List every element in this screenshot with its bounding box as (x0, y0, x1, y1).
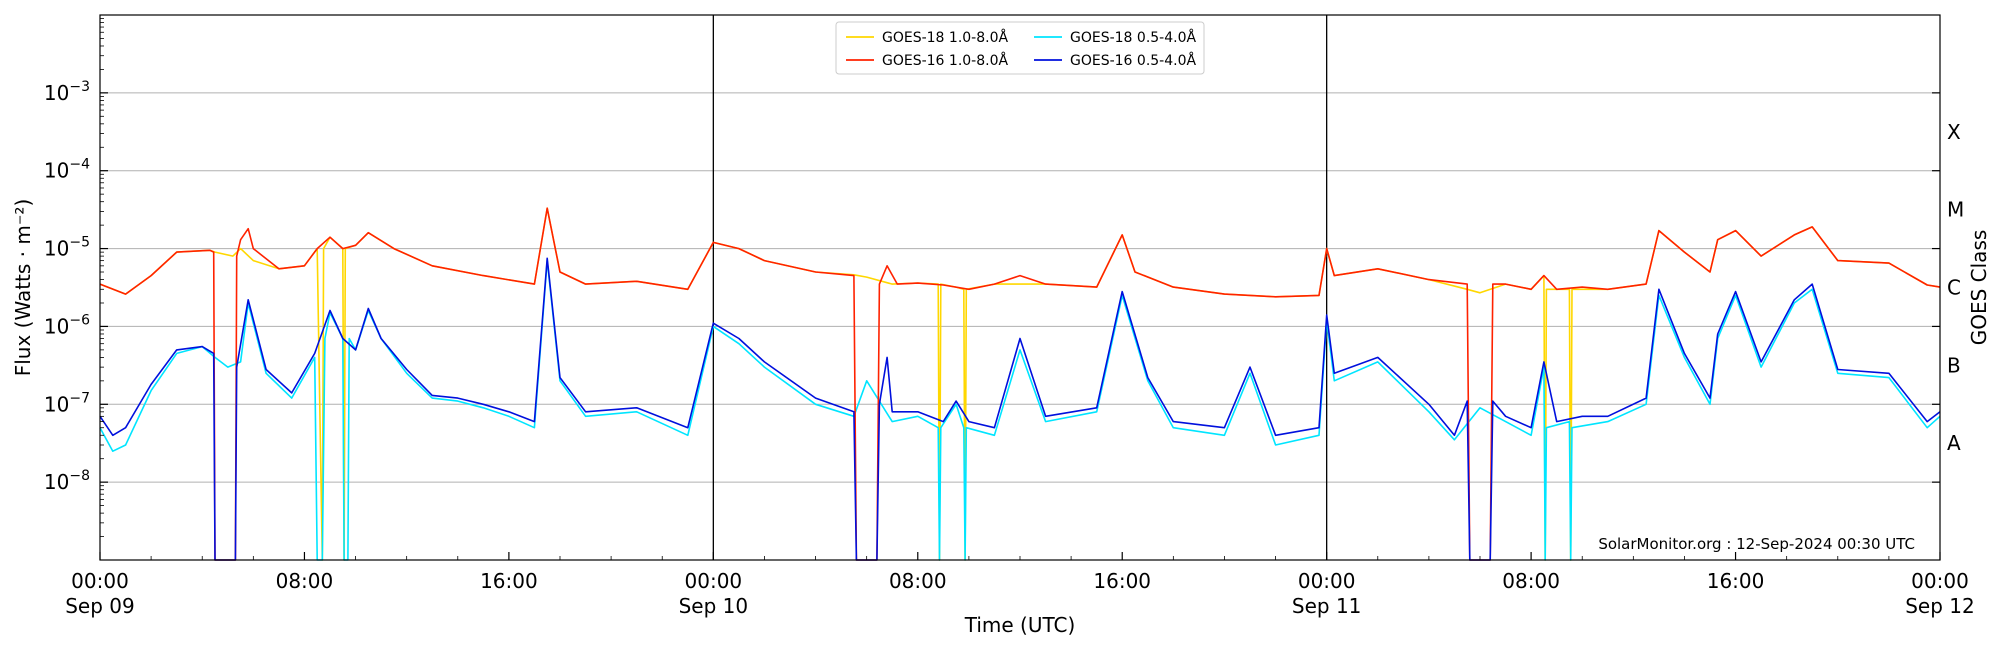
legend-box (835, 21, 1205, 75)
goes-class-label: B (1947, 353, 1961, 377)
legend-label: GOES-16 0.5-4.0Å (1070, 52, 1196, 69)
legend-label: GOES-18 1.0-8.0Å (882, 29, 1008, 46)
y-tick-label: 10−8 (44, 468, 90, 494)
x-tick-date-label: Sep 12 (1905, 594, 1975, 618)
goes-class-label: X (1947, 120, 1961, 144)
day-divider-layer (712, 15, 1328, 560)
x-tick-label: 08:00 (889, 569, 947, 593)
x-tick-label: 00:00 (1911, 569, 1969, 593)
x-axis-title: Time (UTC) (964, 613, 1076, 637)
y2-axis-title: GOES Class (1967, 230, 1991, 346)
y-tick-label: 10−6 (44, 312, 90, 338)
x-tick-label: 16:00 (480, 569, 538, 593)
legend-label: GOES-16 1.0-8.0Å (882, 52, 1008, 69)
series-layer (99, 207, 1941, 561)
x-tick-label: 08:00 (1502, 569, 1560, 593)
x-tick-label: 00:00 (1298, 569, 1356, 593)
source-annotation: SolarMonitor.org : 12-Sep-2024 00:30 UTC (1598, 535, 1915, 553)
x-tick-date-label: Sep 10 (679, 594, 749, 618)
grid-layer (100, 92, 1940, 483)
x-tick-date-label: Sep 11 (1292, 594, 1362, 618)
series-line (99, 257, 1941, 561)
x-tick-label: 16:00 (1093, 569, 1151, 593)
x-tick-label: 16:00 (1707, 569, 1765, 593)
series-line (99, 207, 1941, 561)
series-line (99, 207, 1941, 561)
legend: GOES-18 1.0-8.0Å GOES-16 1.0-8.0Å GOES-18 … (835, 21, 1205, 75)
goes-class-labels: A B C M X (1947, 120, 1964, 455)
goes-class-label: A (1947, 431, 1961, 455)
goes-class-label: C (1947, 276, 1961, 300)
y-axis-labels: 10−8 10−7 10−6 10−5 10−4 10−3 (44, 79, 90, 494)
x-tick-label: 00:00 (685, 569, 743, 593)
legend-label: GOES-18 0.5-4.0Å (1070, 29, 1196, 46)
x-tick-label: 08:00 (276, 569, 334, 593)
series-line (99, 259, 1941, 561)
y-tick-label: 10−5 (44, 235, 90, 261)
y-axis-title: Flux (Watts · m⁻²) (11, 199, 35, 377)
y-tick-label: 10−7 (44, 390, 90, 416)
plot-frame (99, 14, 1941, 561)
tick-layer (99, 18, 1941, 560)
y-tick-label: 10−3 (44, 79, 90, 105)
y-tick-label: 10−4 (44, 157, 90, 183)
goes-class-label: M (1947, 198, 1964, 222)
x-tick-label: 00:00 (71, 569, 129, 593)
x-tick-date-label: Sep 09 (65, 594, 135, 618)
